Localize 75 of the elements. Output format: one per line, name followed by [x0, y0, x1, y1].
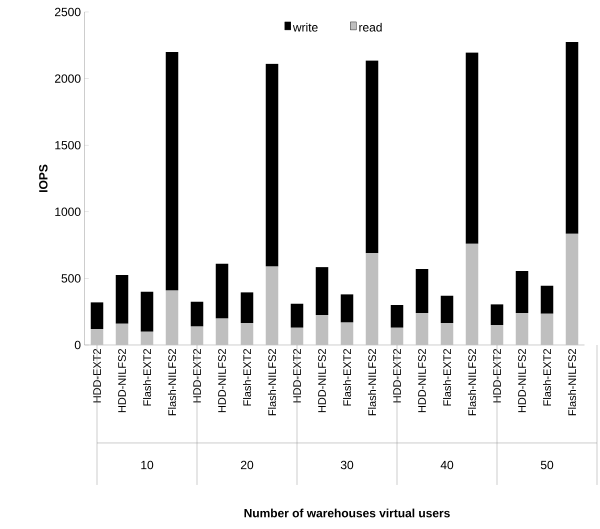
- bar: [216, 264, 228, 318]
- bar: [216, 318, 228, 345]
- bar: [540, 314, 554, 345]
- bar: [116, 324, 128, 345]
- x-tick-label: HDD-EXT2: [293, 349, 301, 402]
- y-tick-label: 2000: [54, 74, 81, 83]
- x-tick-label: HDD-NILFS2: [418, 349, 426, 412]
- bar: [90, 302, 104, 329]
- bar: [366, 60, 378, 254]
- x-tick-label: HDD-EXT2: [193, 349, 201, 402]
- y-tick-label: 2500: [54, 8, 81, 16]
- bar: [416, 313, 428, 345]
- bar: [340, 294, 354, 322]
- x-tick-label: Flash-NILFS2: [168, 349, 176, 416]
- bar: [490, 325, 504, 345]
- x-tick-label: Flash-NILFS2: [468, 349, 476, 416]
- x-tick-label: HDD-NILFS2: [518, 349, 526, 412]
- x-tick-label: Flash-EXT2: [242, 349, 252, 406]
- x-tick-label: HDD-EXT2: [493, 349, 501, 402]
- bar: [140, 292, 154, 332]
- bar: [166, 52, 178, 290]
- bar: [316, 267, 328, 316]
- bar: [340, 322, 354, 345]
- x-tick-label: Flash-NILFS2: [568, 349, 576, 416]
- bar: [490, 304, 504, 326]
- bar: [566, 42, 578, 234]
- x-tick-label: Flash-NILFS2: [268, 349, 276, 416]
- bar: [316, 315, 328, 345]
- bar: [440, 323, 454, 345]
- bar: [266, 64, 278, 266]
- bar: [566, 234, 578, 345]
- bar: [516, 271, 528, 314]
- x-tick-label: HDD-EXT2: [93, 349, 101, 402]
- bar: [390, 328, 404, 345]
- bar: [240, 292, 254, 324]
- bar: [390, 305, 404, 328]
- text: 10: [141, 460, 154, 470]
- y-tick-label: 1500: [55, 140, 81, 150]
- bar: [116, 275, 128, 324]
- bar: [90, 329, 104, 345]
- bar: [540, 286, 554, 314]
- y-tick-label: 1000: [55, 208, 81, 216]
- legend-label: write: [292, 22, 318, 32]
- bar: [440, 296, 454, 324]
- x-tick-label: Flash-NILFS2: [368, 349, 376, 416]
- bar: [266, 266, 278, 345]
- text: 30: [340, 460, 354, 470]
- bar: [466, 244, 478, 345]
- bar: [166, 290, 178, 345]
- bar: [416, 269, 428, 314]
- x-tick-label: Flash-EXT2: [342, 349, 352, 406]
- text: 20: [240, 460, 254, 470]
- bar: [466, 52, 478, 244]
- y-tick-label: 500: [62, 274, 81, 283]
- bar: [290, 328, 304, 345]
- text: 40: [440, 460, 454, 470]
- y-tick-label: 0: [74, 340, 81, 350]
- legend-label: read: [359, 22, 382, 32]
- bar: [190, 326, 204, 345]
- x-tick-label: HDD-NILFS2: [118, 349, 126, 412]
- x-tick-label: HDD-NILFS2: [218, 349, 226, 412]
- x-tick-label: HDD-NILFS2: [318, 349, 326, 412]
- text: 50: [540, 460, 554, 470]
- bar: [140, 332, 154, 345]
- bar: [516, 313, 528, 345]
- text: Number of warehouses virtual users: [244, 508, 450, 518]
- x-tick-label: Flash-EXT2: [542, 349, 552, 406]
- x-tick-label: Flash-EXT2: [442, 349, 452, 406]
- bar: [240, 323, 254, 345]
- x-tick-label: Flash-EXT2: [142, 349, 152, 406]
- bar: [366, 253, 378, 345]
- bar: [290, 304, 304, 328]
- bar: [190, 302, 204, 326]
- x-tick-label: HDD-EXT2: [393, 349, 401, 402]
- y-axis-title: IOPS: [39, 164, 48, 192]
